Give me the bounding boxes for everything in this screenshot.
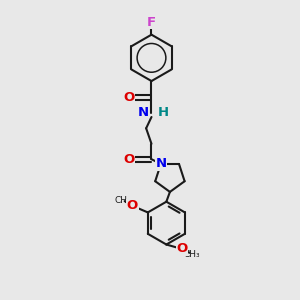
Text: N: N — [155, 158, 167, 170]
Text: N: N — [137, 106, 148, 119]
Text: CH₃: CH₃ — [183, 250, 200, 259]
Text: O: O — [123, 91, 134, 104]
Text: F: F — [147, 16, 156, 29]
Text: O: O — [123, 153, 134, 166]
Text: H: H — [158, 106, 169, 119]
Text: CH₃: CH₃ — [114, 196, 131, 205]
Text: methoxy: methoxy — [126, 200, 133, 201]
Text: O: O — [176, 242, 188, 255]
Text: O: O — [127, 200, 138, 212]
